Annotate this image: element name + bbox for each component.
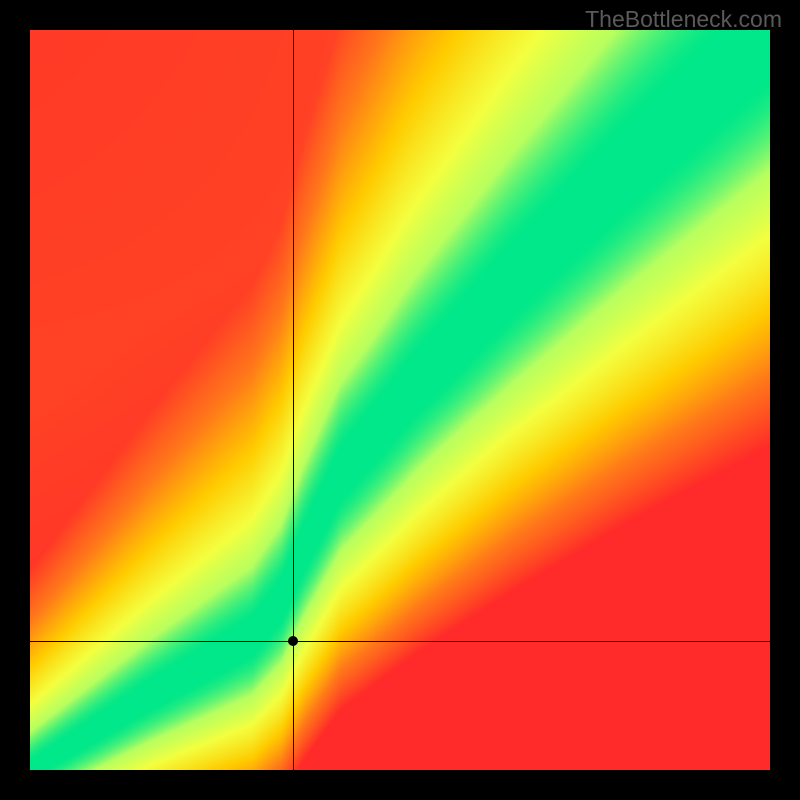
attribution-watermark: TheBottleneck.com (585, 6, 782, 33)
heatmap-canvas (30, 30, 770, 770)
crosshair-vertical (293, 30, 294, 770)
crosshair-marker (288, 636, 298, 646)
crosshair-horizontal (30, 641, 770, 642)
heatmap-plot-area (30, 30, 770, 770)
chart-container: TheBottleneck.com (0, 0, 800, 800)
